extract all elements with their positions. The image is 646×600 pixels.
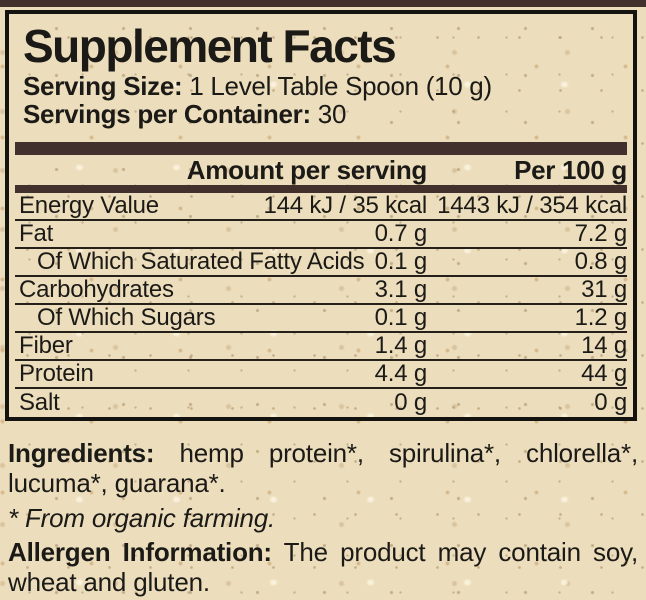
nutrient-name: Of Which Saturated Fatty Acids bbox=[37, 248, 365, 275]
header-bottom-bar bbox=[15, 185, 627, 193]
ingredients-paragraph: Ingredients: hemp protein*, spirulina*, … bbox=[8, 438, 638, 498]
nutrient-per-100g: 1.2 g bbox=[574, 304, 628, 331]
nutrient-per-100g: 7.2 g bbox=[574, 220, 628, 247]
nutrient-name: Protein bbox=[19, 360, 94, 387]
servings-label: Servings per Container: bbox=[23, 99, 311, 129]
table-row-fiber: Fiber 1.4 g 14 g bbox=[15, 333, 627, 361]
nutrient-amount: 1.4 g bbox=[374, 332, 428, 359]
ingredients-value: hemp protein*, spirulina*, chlorella*, l… bbox=[8, 438, 638, 498]
table-row-energy-value: Energy Value 144 kJ / 35 kcal 1443 kJ / … bbox=[15, 193, 627, 221]
allergen-label: Allergen Information: bbox=[8, 537, 272, 567]
organic-farming-note: * From organic farming. bbox=[8, 503, 276, 533]
table-header-row: Amount per serving Per 100 g bbox=[15, 154, 628, 185]
nutrient-amount: 0.1 g bbox=[374, 304, 428, 331]
nutrient-name: Fat bbox=[19, 220, 54, 247]
nutrient-per-100g: 0 g bbox=[594, 389, 627, 416]
nutrient-per-100g: 1443 kJ / 354 kcal bbox=[437, 192, 627, 219]
nutrient-per-100g: 44 g bbox=[581, 360, 627, 387]
nutrient-name: Salt bbox=[19, 389, 60, 416]
nutrient-amount: 0.1 g bbox=[374, 248, 428, 275]
serving-size-label: Serving Size: bbox=[23, 71, 183, 101]
nutrient-name: Of Which Sugars bbox=[37, 304, 216, 331]
nutrient-amount: 0 g bbox=[394, 389, 427, 416]
nutrient-amount: 4.4 g bbox=[374, 360, 428, 387]
allergen-paragraph: Allergen Information: The product may co… bbox=[8, 537, 638, 597]
top-edge-strip bbox=[0, 0, 646, 7]
nutrient-amount: 3.1 g bbox=[374, 276, 428, 303]
nutrient-name: Carbohydrates bbox=[19, 276, 174, 303]
nutrient-per-100g: 31 g bbox=[581, 276, 627, 303]
table-row-protein: Protein 4.4 g 44 g bbox=[15, 361, 627, 389]
column-header-amount-per-serving: Amount per serving bbox=[186, 154, 428, 185]
ingredients-label: Ingredients: bbox=[8, 438, 155, 468]
nutrient-per-100g: 14 g bbox=[581, 332, 627, 359]
nutrient-amount: 0.7 g bbox=[374, 220, 428, 247]
nutrient-name: Energy Value bbox=[19, 192, 159, 219]
supplement-facts-panel: Supplement Facts Serving Size: 1 Level T… bbox=[5, 10, 637, 421]
nutrient-name: Fiber bbox=[19, 332, 73, 359]
serving-size-value: 1 Level Table Spoon (10 g) bbox=[189, 71, 492, 101]
allergen-value: The product may contain soy, wheat and g… bbox=[8, 537, 639, 597]
servings-per-container-line: Servings per Container: 30 bbox=[23, 100, 627, 128]
nutrient-per-100g: 0.8 g bbox=[574, 248, 628, 275]
table-row-saturated-fatty-acids: Of Which Saturated Fatty Acids 0.1 g 0.8… bbox=[15, 249, 627, 277]
header-top-bar bbox=[15, 142, 627, 155]
table-row-salt: Salt 0 g 0 g bbox=[15, 389, 627, 417]
serving-size-line: Serving Size: 1 Level Table Spoon (10 g) bbox=[23, 72, 627, 100]
panel-title: Supplement Facts bbox=[23, 20, 397, 72]
table-row-fat: Fat 0.7 g 7.2 g bbox=[15, 221, 627, 249]
column-header-per-100g: Per 100 g bbox=[514, 154, 627, 185]
nutrient-amount: 144 kJ / 35 kcal bbox=[263, 192, 427, 219]
servings-value: 30 bbox=[317, 99, 347, 129]
table-row-carbohydrates: Carbohydrates 3.1 g 31 g bbox=[15, 277, 627, 305]
table-row-sugars: Of Which Sugars 0.1 g 1.2 g bbox=[15, 305, 627, 333]
